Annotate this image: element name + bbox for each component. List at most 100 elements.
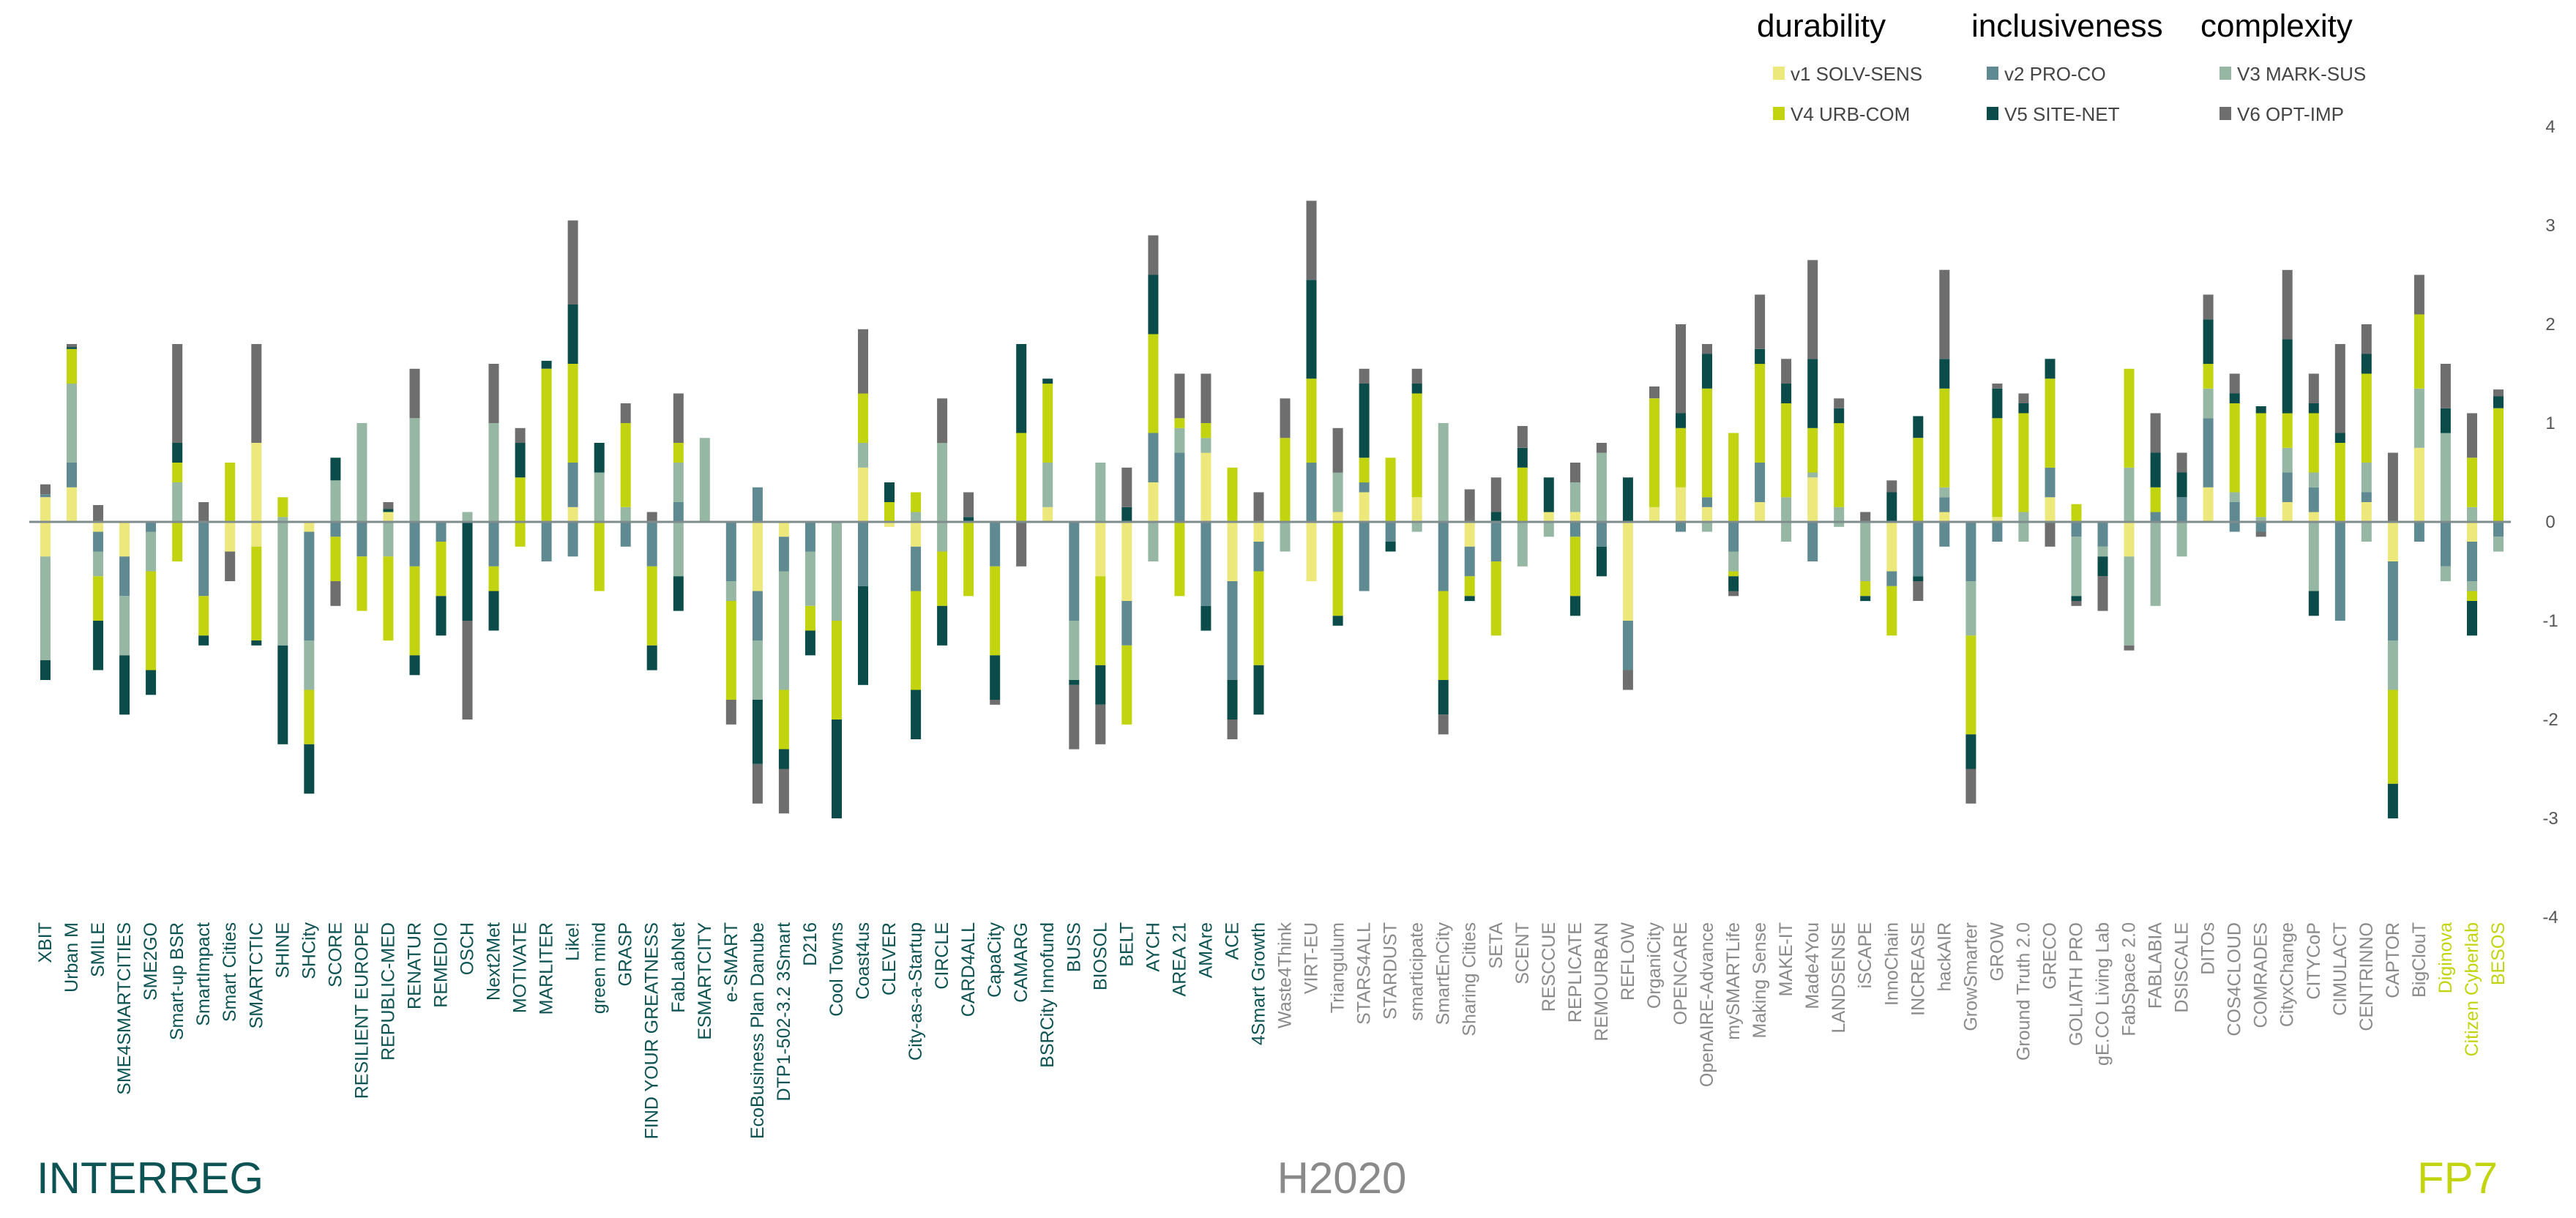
legend-swatch	[1773, 67, 1785, 80]
bar-segment	[990, 700, 1001, 705]
x-tick-label: SMARTCTIC	[246, 922, 266, 1028]
bar-segment	[515, 522, 526, 547]
bar-segment	[752, 522, 763, 591]
bar-segment	[1201, 522, 1212, 606]
bar-segment	[1095, 522, 1106, 577]
bar-segment	[409, 368, 420, 419]
bar-stack-ecobusiness-plan-danube	[752, 487, 763, 804]
bar-segment	[436, 542, 447, 597]
bar-segment	[1622, 621, 1633, 670]
bar-segment	[673, 502, 684, 522]
x-tick-label: ESMARTCITY	[695, 922, 715, 1040]
x-tick-label: REPUBLIC-MED	[378, 922, 398, 1061]
bar-segment	[2282, 269, 2293, 340]
x-tick-label: hackAIR	[1934, 922, 1955, 991]
bar-segment	[1728, 591, 1739, 597]
bar-segment	[2282, 339, 2293, 414]
legend-label: V3 MARK-SUS	[2237, 63, 2366, 85]
x-tick-label: CAPTOR	[2383, 922, 2403, 998]
bar-segment	[1411, 368, 1422, 384]
bar-segment	[2124, 556, 2135, 646]
bar-stack-capacity	[990, 522, 1001, 705]
y-tick-label: 2	[2545, 315, 2555, 335]
bar-segment	[911, 690, 922, 739]
bar-segment	[2229, 492, 2240, 502]
bar-segment	[93, 621, 104, 670]
bar-segment	[620, 522, 631, 547]
bar-segment	[990, 655, 1001, 700]
bar-segment	[2203, 294, 2214, 320]
bar-stack-buss	[1069, 522, 1080, 750]
bar-segment	[1306, 378, 1317, 463]
bar-segment	[251, 546, 262, 641]
bar-segment	[2440, 566, 2451, 582]
bar-segment	[1411, 384, 1422, 394]
program-label: INTERREG	[37, 1154, 264, 1203]
x-tick-label: FabLabNet	[668, 922, 689, 1013]
bar-segment	[884, 482, 895, 502]
bar-stack-aych	[1148, 235, 1159, 561]
bar-segment	[1939, 269, 1950, 359]
x-tick-label: OrganiCity	[1644, 922, 1665, 1009]
bar-segment	[1676, 413, 1686, 428]
bar-segment	[1016, 344, 1027, 433]
bar-segment	[225, 463, 236, 522]
bar-segment	[1201, 373, 1212, 423]
x-tick-label: LANDSENSE	[1829, 922, 1849, 1033]
bar-stack-fablabnet	[673, 393, 684, 611]
bar-segment	[752, 700, 763, 764]
bar-segment	[1596, 522, 1607, 547]
bar-segment	[409, 566, 420, 656]
x-tick-label: STARDUST	[1381, 922, 1401, 1020]
bar-segment	[1042, 384, 1053, 463]
x-tick-label: City-as-a-Startup	[906, 922, 926, 1061]
bar-segment	[2150, 512, 2161, 522]
bar-segment	[832, 720, 842, 818]
bar-segment	[1306, 201, 1317, 280]
bar-stack-republic-med	[383, 502, 394, 641]
bar-segment	[1280, 522, 1291, 552]
x-tick-label: CIMULACT	[2330, 922, 2351, 1016]
bar-segment	[2467, 457, 2477, 507]
bar-segment	[515, 443, 526, 478]
bar-segment	[2308, 512, 2319, 522]
bar-segment	[1095, 665, 1106, 705]
bar-segment	[1280, 398, 1291, 438]
bar-stack-replicate	[1569, 463, 1580, 616]
x-tick-label: GRASP	[616, 922, 636, 987]
y-tick-label: -1	[2542, 611, 2558, 631]
y-tick-label: 0	[2545, 512, 2555, 532]
bar-segment	[146, 531, 157, 572]
bar-segment	[2229, 373, 2240, 394]
bar-segment	[911, 591, 922, 690]
bar-segment	[673, 443, 684, 463]
bar-segment	[1464, 522, 1475, 547]
x-tick-label: SmartEnCity	[1433, 922, 1454, 1025]
bar-segment	[1886, 586, 1897, 636]
bar-segment	[1860, 596, 1871, 602]
bar-segment	[1834, 522, 1845, 527]
bar-segment	[1676, 522, 1686, 532]
y-tick-label: 4	[2545, 117, 2555, 137]
bar-segment	[2308, 403, 2319, 414]
x-tick-label: BELT	[1116, 922, 1137, 967]
x-tick-label: FABLABIA	[2146, 922, 2166, 1009]
bar-segment	[1517, 447, 1528, 468]
bar-segment	[1438, 591, 1449, 680]
bar-segment	[2493, 537, 2504, 552]
bar-stack-remedio	[436, 522, 447, 636]
bar-segment	[1913, 576, 1924, 582]
bar-stack-smartctic	[251, 344, 262, 646]
bar-segment	[2018, 413, 2029, 512]
bar-segment	[383, 502, 394, 509]
bar-segment	[725, 700, 736, 725]
bar-segment	[1121, 507, 1132, 523]
bar-segment	[1464, 489, 1475, 522]
bar-segment	[858, 329, 868, 394]
bar-segment	[725, 581, 736, 601]
bar-segment	[1174, 373, 1185, 419]
x-tick-label: AYCH	[1143, 922, 1163, 972]
bar-segment	[2229, 502, 2240, 522]
bar-segment	[2150, 452, 2161, 487]
x-tick-label: FIND YOUR GREATNESS	[642, 922, 662, 1139]
